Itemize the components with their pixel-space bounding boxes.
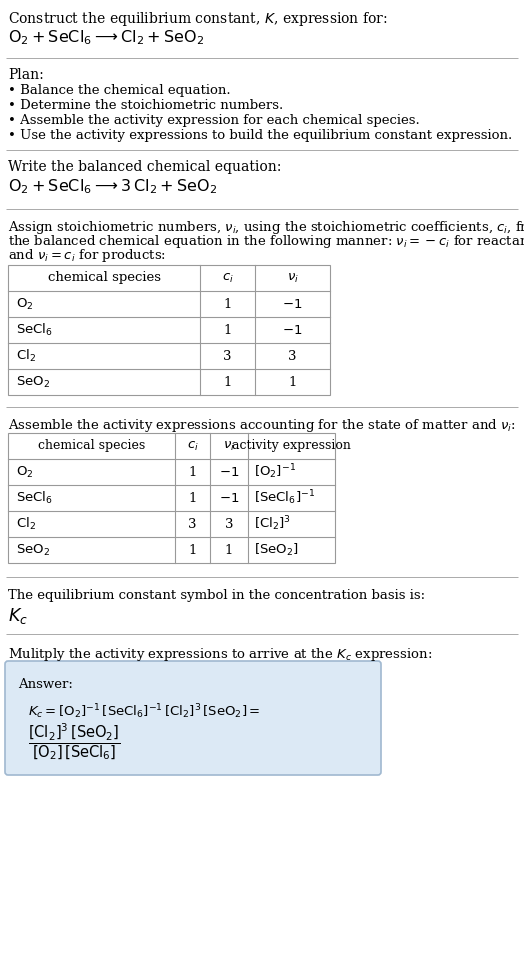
- Text: 1: 1: [188, 492, 196, 504]
- Text: $\mathrm{SeCl_6}$: $\mathrm{SeCl_6}$: [16, 322, 53, 338]
- Text: • Balance the chemical equation.: • Balance the chemical equation.: [8, 84, 231, 97]
- Text: $K_c = [\mathrm{O_2}]^{-1} \, [\mathrm{SeCl_6}]^{-1} \, [\mathrm{Cl_2}]^3 \, [\m: $K_c = [\mathrm{O_2}]^{-1} \, [\mathrm{S…: [28, 702, 260, 722]
- Text: activity expression: activity expression: [232, 439, 351, 453]
- Text: chemical species: chemical species: [48, 272, 160, 284]
- Text: $[\mathrm{SeCl_6}]^{-1}$: $[\mathrm{SeCl_6}]^{-1}$: [254, 489, 315, 507]
- Text: $[\mathrm{SeO_2}]$: $[\mathrm{SeO_2}]$: [254, 542, 299, 558]
- Text: $\mathrm{O_2}$: $\mathrm{O_2}$: [16, 297, 34, 312]
- Text: 1: 1: [188, 465, 196, 478]
- Bar: [8, 265, 330, 395]
- Text: $\mathrm{SeCl_6}$: $\mathrm{SeCl_6}$: [16, 490, 53, 506]
- Text: $\mathrm{SeO_2}$: $\mathrm{SeO_2}$: [16, 374, 50, 389]
- Text: $c_i$: $c_i$: [187, 439, 199, 453]
- Text: Construct the equilibrium constant, $K$, expression for:: Construct the equilibrium constant, $K$,…: [8, 10, 388, 28]
- Text: 1: 1: [225, 544, 233, 557]
- Text: Assemble the activity expressions accounting for the state of matter and $\nu_i$: Assemble the activity expressions accoun…: [8, 417, 516, 434]
- Bar: [8, 433, 335, 563]
- Text: Answer:: Answer:: [18, 678, 73, 691]
- Text: 1: 1: [288, 375, 297, 389]
- Text: $K_c$: $K_c$: [8, 606, 28, 626]
- Text: $c_i$: $c_i$: [222, 272, 233, 284]
- Text: 1: 1: [223, 375, 232, 389]
- Text: 3: 3: [288, 349, 297, 363]
- Text: and $\nu_i = c_i$ for products:: and $\nu_i = c_i$ for products:: [8, 247, 166, 264]
- Text: $-1$: $-1$: [219, 492, 239, 504]
- Text: $-1$: $-1$: [282, 298, 303, 310]
- Text: $\mathrm{Cl_2}$: $\mathrm{Cl_2}$: [16, 516, 36, 532]
- Text: $\mathrm{SeO_2}$: $\mathrm{SeO_2}$: [16, 543, 50, 558]
- Text: • Assemble the activity expression for each chemical species.: • Assemble the activity expression for e…: [8, 114, 420, 127]
- Text: 1: 1: [223, 298, 232, 310]
- Text: the balanced chemical equation in the following manner: $\nu_i = -c_i$ for react: the balanced chemical equation in the fo…: [8, 233, 524, 250]
- Text: Mulitply the activity expressions to arrive at the $K_c$ expression:: Mulitply the activity expressions to arr…: [8, 646, 432, 663]
- Text: $[\mathrm{O_2}]^{-1}$: $[\mathrm{O_2}]^{-1}$: [254, 462, 296, 481]
- Text: $\mathrm{O_2 + SeCl_6 \longrightarrow Cl_2 + SeO_2}$: $\mathrm{O_2 + SeCl_6 \longrightarrow Cl…: [8, 28, 204, 47]
- Text: $\mathrm{Cl_2}$: $\mathrm{Cl_2}$: [16, 348, 36, 364]
- Text: $[\mathrm{Cl_2}]^3$: $[\mathrm{Cl_2}]^3$: [254, 515, 291, 533]
- Text: $-1$: $-1$: [282, 323, 303, 337]
- Text: 3: 3: [188, 518, 196, 530]
- Text: $\mathrm{O_2 + SeCl_6 \longrightarrow 3\,Cl_2 + SeO_2}$: $\mathrm{O_2 + SeCl_6 \longrightarrow 3\…: [8, 177, 217, 195]
- FancyBboxPatch shape: [5, 661, 381, 775]
- Text: • Determine the stoichiometric numbers.: • Determine the stoichiometric numbers.: [8, 99, 283, 112]
- Text: Assign stoichiometric numbers, $\nu_i$, using the stoichiometric coefficients, $: Assign stoichiometric numbers, $\nu_i$, …: [8, 219, 524, 236]
- Text: $-1$: $-1$: [219, 465, 239, 478]
- Text: 1: 1: [188, 544, 196, 557]
- Text: 3: 3: [223, 349, 232, 363]
- Text: 1: 1: [223, 323, 232, 337]
- Text: chemical species: chemical species: [38, 439, 145, 453]
- Text: $\mathrm{O_2}$: $\mathrm{O_2}$: [16, 464, 34, 479]
- Text: $\dfrac{[\mathrm{Cl_2}]^3 \, [\mathrm{SeO_2}]}{[\mathrm{O_2}] \, [\mathrm{SeCl_6: $\dfrac{[\mathrm{Cl_2}]^3 \, [\mathrm{Se…: [28, 722, 121, 763]
- Text: $\nu_i$: $\nu_i$: [223, 439, 235, 453]
- Text: The equilibrium constant symbol in the concentration basis is:: The equilibrium constant symbol in the c…: [8, 589, 425, 602]
- Text: 3: 3: [225, 518, 233, 530]
- Text: Plan:: Plan:: [8, 68, 43, 82]
- Text: Write the balanced chemical equation:: Write the balanced chemical equation:: [8, 160, 281, 174]
- Text: $\nu_i$: $\nu_i$: [287, 272, 299, 284]
- Text: • Use the activity expressions to build the equilibrium constant expression.: • Use the activity expressions to build …: [8, 129, 512, 142]
